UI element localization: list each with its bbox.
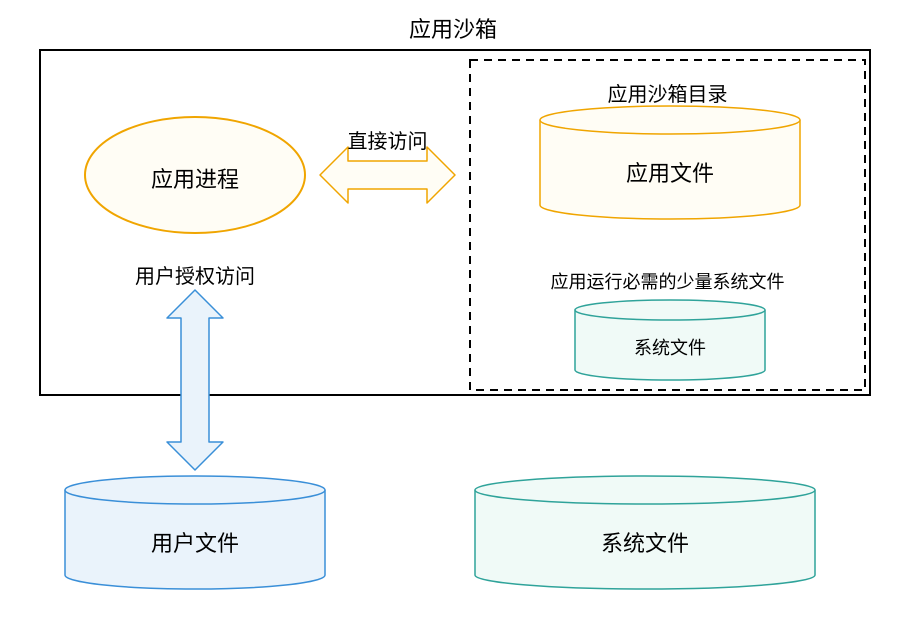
direct-access-label: 直接访问: [320, 125, 455, 154]
app-files-label: 应用文件: [540, 156, 800, 188]
sys-small-label: 系统文件: [575, 334, 765, 360]
diagram-canvas: 应用沙箱 应用进程 直接访问 用户授权访问 应用沙箱目录 应用文件 应用运行必需…: [0, 0, 906, 639]
sys-big-label: 系统文件: [475, 526, 815, 558]
process-label: 应用进程: [85, 162, 305, 194]
user-auth-arrow: [167, 290, 223, 470]
sandbox-dir-label: 应用沙箱目录: [470, 78, 865, 107]
user-auth-label: 用户授权访问: [75, 260, 315, 289]
sys-small-caption: 应用运行必需的少量系统文件: [470, 268, 865, 294]
direct-access-arrow: [320, 147, 455, 203]
user-files-label: 用户文件: [65, 526, 325, 558]
